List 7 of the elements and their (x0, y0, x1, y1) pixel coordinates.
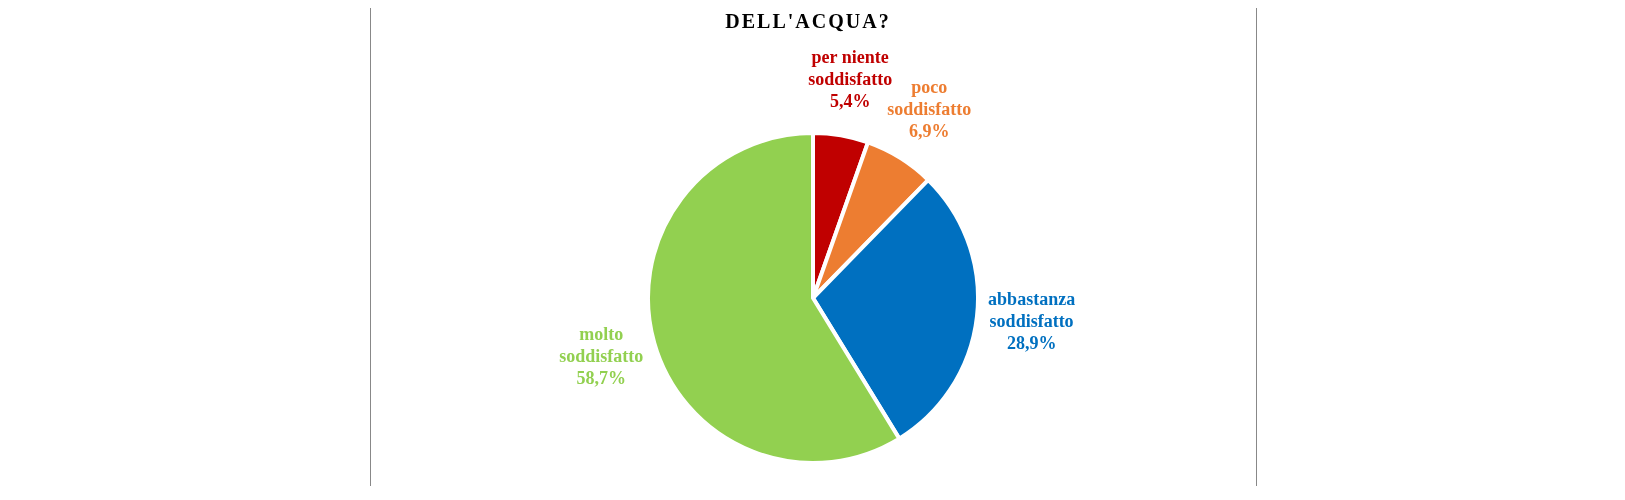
data-label: 28,9% (1006, 332, 1057, 353)
chart-title: DELL'ACQUA? (724, 10, 892, 33)
slice-label: molto soddisfatto (559, 323, 644, 366)
data-label: 6,9% (908, 121, 950, 142)
data-label: 5,4% (829, 91, 871, 112)
slice-label: abbastanza soddisfatto (988, 288, 1076, 331)
data-label: 58,7% (576, 367, 627, 388)
